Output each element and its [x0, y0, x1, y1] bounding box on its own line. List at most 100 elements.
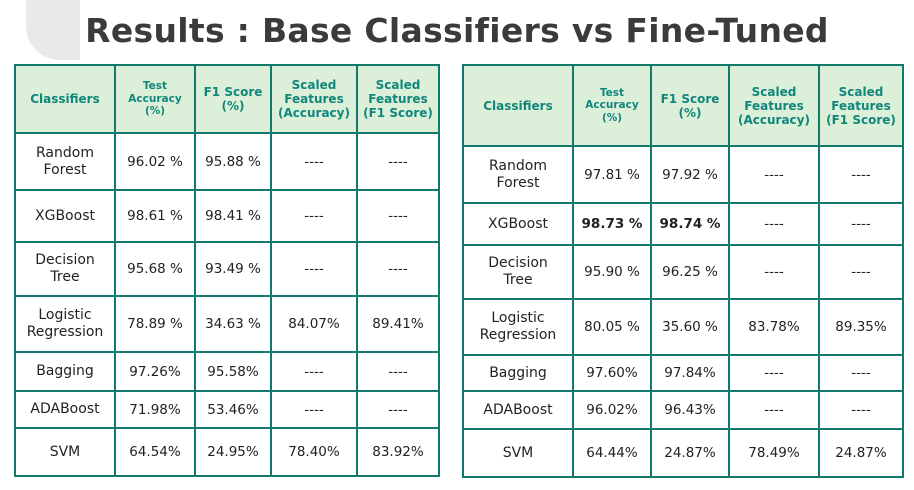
scaled-accuracy-cell: ---- — [728, 244, 820, 300]
header-test-accuracy: Test Accuracy (%) — [572, 64, 652, 147]
classifier-name-cell: Bagging — [462, 354, 574, 392]
scaled-accuracy-cell: ---- — [270, 351, 358, 392]
test-accuracy-cell: 95.90 % — [572, 244, 652, 300]
table-row: Random Forest 96.02 % 95.88 % ---- ---- — [14, 132, 440, 191]
f1-score-cell: 35.60 % — [650, 298, 730, 356]
test-accuracy-cell: 98.73 % — [572, 202, 652, 246]
f1-score-cell: 93.49 % — [194, 241, 272, 297]
header-classifiers: Classifiers — [462, 64, 574, 147]
scaled-f1-cell: ---- — [356, 390, 440, 429]
test-accuracy-cell: 64.54% — [114, 427, 196, 477]
scaled-accuracy-cell: ---- — [270, 132, 358, 191]
table-row: Bagging 97.26% 95.58% ---- ---- — [14, 351, 440, 392]
scaled-accuracy-cell: ---- — [728, 145, 820, 204]
header-scaled-accuracy: Scaled Features (Accuracy) — [728, 64, 820, 147]
table-row: Random Forest 97.81 % 97.92 % ---- ---- — [462, 145, 904, 204]
scaled-f1-cell: ---- — [818, 354, 904, 392]
scaled-accuracy-cell: ---- — [728, 390, 820, 430]
f1-score-cell: 98.74 % — [650, 202, 730, 246]
classifier-name-cell: Decision Tree — [14, 241, 116, 297]
header-test-accuracy: Test Accuracy (%) — [114, 64, 196, 134]
scaled-accuracy-cell: ---- — [270, 189, 358, 243]
table-row: SVM 64.44% 24.87% 78.49% 24.87% — [462, 428, 904, 478]
f1-score-cell: 24.95% — [194, 427, 272, 477]
classifier-name-cell: SVM — [14, 427, 116, 477]
table-row: XGBoost 98.73 % 98.74 % ---- ---- — [462, 202, 904, 246]
scaled-accuracy-cell: ---- — [270, 390, 358, 429]
scaled-f1-cell: ---- — [356, 351, 440, 392]
f1-score-cell: 95.88 % — [194, 132, 272, 191]
base-classifiers-table: Classifiers Test Accuracy (%) F1 Score (%) Sca… — [14, 64, 440, 477]
classifier-name-cell: Logistic Regression — [462, 298, 574, 356]
header-f1-score: F1 Score (%) — [650, 64, 730, 147]
scaled-f1-cell: ---- — [818, 202, 904, 246]
classifier-name-cell: Random Forest — [462, 145, 574, 204]
f1-score-cell: 34.63 % — [194, 295, 272, 353]
scaled-f1-cell: ---- — [818, 244, 904, 300]
scaled-f1-cell: 89.41% — [356, 295, 440, 353]
test-accuracy-cell: 96.02 % — [114, 132, 196, 191]
table-row: XGBoost 98.61 % 98.41 % ---- ---- — [14, 189, 440, 243]
table-row: Bagging 97.60% 97.84% ---- ---- — [462, 354, 904, 392]
f1-score-cell: 97.92 % — [650, 145, 730, 204]
classifier-name-cell: Logistic Regression — [14, 295, 116, 353]
scaled-f1-cell: 83.92% — [356, 427, 440, 477]
f1-score-cell: 97.84% — [650, 354, 730, 392]
test-accuracy-cell: 97.26% — [114, 351, 196, 392]
classifier-name-cell: Decision Tree — [462, 244, 574, 300]
scaled-accuracy-cell: 78.40% — [270, 427, 358, 477]
classifier-name-cell: XGBoost — [14, 189, 116, 243]
table-row: SVM 64.54% 24.95% 78.40% 83.92% — [14, 427, 440, 477]
scaled-f1-cell: ---- — [818, 145, 904, 204]
test-accuracy-cell: 97.60% — [572, 354, 652, 392]
header-scaled-f1: Scaled Features (F1 Score) — [818, 64, 904, 147]
classifier-name-cell: Random Forest — [14, 132, 116, 191]
classifier-name-cell: ADABoost — [14, 390, 116, 429]
scaled-accuracy-cell: ---- — [270, 241, 358, 297]
test-accuracy-cell: 98.61 % — [114, 189, 196, 243]
f1-score-cell: 95.58% — [194, 351, 272, 392]
f1-score-cell: 98.41 % — [194, 189, 272, 243]
table-row: Logistic Regression 78.89 % 34.63 % 84.07% 89… — [14, 295, 440, 353]
scaled-f1-cell: 89.35% — [818, 298, 904, 356]
scaled-accuracy-cell: ---- — [728, 202, 820, 246]
test-accuracy-cell: 78.89 % — [114, 295, 196, 353]
scaled-f1-cell: ---- — [356, 132, 440, 191]
f1-score-cell: 96.43% — [650, 390, 730, 430]
table-header-row: Classifiers Test Accuracy (%) F1 Score (%) Sca… — [462, 64, 904, 147]
classifier-name-cell: ADABoost — [462, 390, 574, 430]
table-header-row: Classifiers Test Accuracy (%) F1 Score (%) Sca… — [14, 64, 440, 134]
test-accuracy-cell: 96.02% — [572, 390, 652, 430]
header-f1-score: F1 Score (%) — [194, 64, 272, 134]
scaled-accuracy-cell: 78.49% — [728, 428, 820, 478]
page-title: Results : Base Classifiers vs Fine-Tuned — [85, 11, 829, 50]
scaled-f1-cell: 24.87% — [818, 428, 904, 478]
scaled-f1-cell: ---- — [356, 241, 440, 297]
f1-score-cell: 24.87% — [650, 428, 730, 478]
scaled-f1-cell: ---- — [818, 390, 904, 430]
classifier-name-cell: Bagging — [14, 351, 116, 392]
test-accuracy-cell: 64.44% — [572, 428, 652, 478]
table-row: Logistic Regression 80.05 % 35.60 % 83.78% 89… — [462, 298, 904, 356]
scaled-accuracy-cell: 83.78% — [728, 298, 820, 356]
f1-score-cell: 96.25 % — [650, 244, 730, 300]
classifier-name-cell: SVM — [462, 428, 574, 478]
scaled-accuracy-cell: ---- — [728, 354, 820, 392]
table-row: Decision Tree 95.90 % 96.25 % ---- ---- — [462, 244, 904, 300]
scaled-accuracy-cell: 84.07% — [270, 295, 358, 353]
table-row: ADABoost 71.98% 53.46% ---- ---- — [14, 390, 440, 429]
test-accuracy-cell: 71.98% — [114, 390, 196, 429]
header-scaled-accuracy: Scaled Features (Accuracy) — [270, 64, 358, 134]
header-scaled-f1: Scaled Features (F1 Score) — [356, 64, 440, 134]
table-row: Decision Tree 95.68 % 93.49 % ---- ---- — [14, 241, 440, 297]
header-classifiers: Classifiers — [14, 64, 116, 134]
fine-tuned-classifiers-table: Classifiers Test Accuracy (%) F1 Score (%) Sca… — [462, 64, 904, 478]
classifier-name-cell: XGBoost — [462, 202, 574, 246]
test-accuracy-cell: 97.81 % — [572, 145, 652, 204]
scaled-f1-cell: ---- — [356, 189, 440, 243]
test-accuracy-cell: 95.68 % — [114, 241, 196, 297]
test-accuracy-cell: 80.05 % — [572, 298, 652, 356]
f1-score-cell: 53.46% — [194, 390, 272, 429]
corner-arc-decoration — [26, 0, 80, 60]
table-row: ADABoost 96.02% 96.43% ---- ---- — [462, 390, 904, 430]
